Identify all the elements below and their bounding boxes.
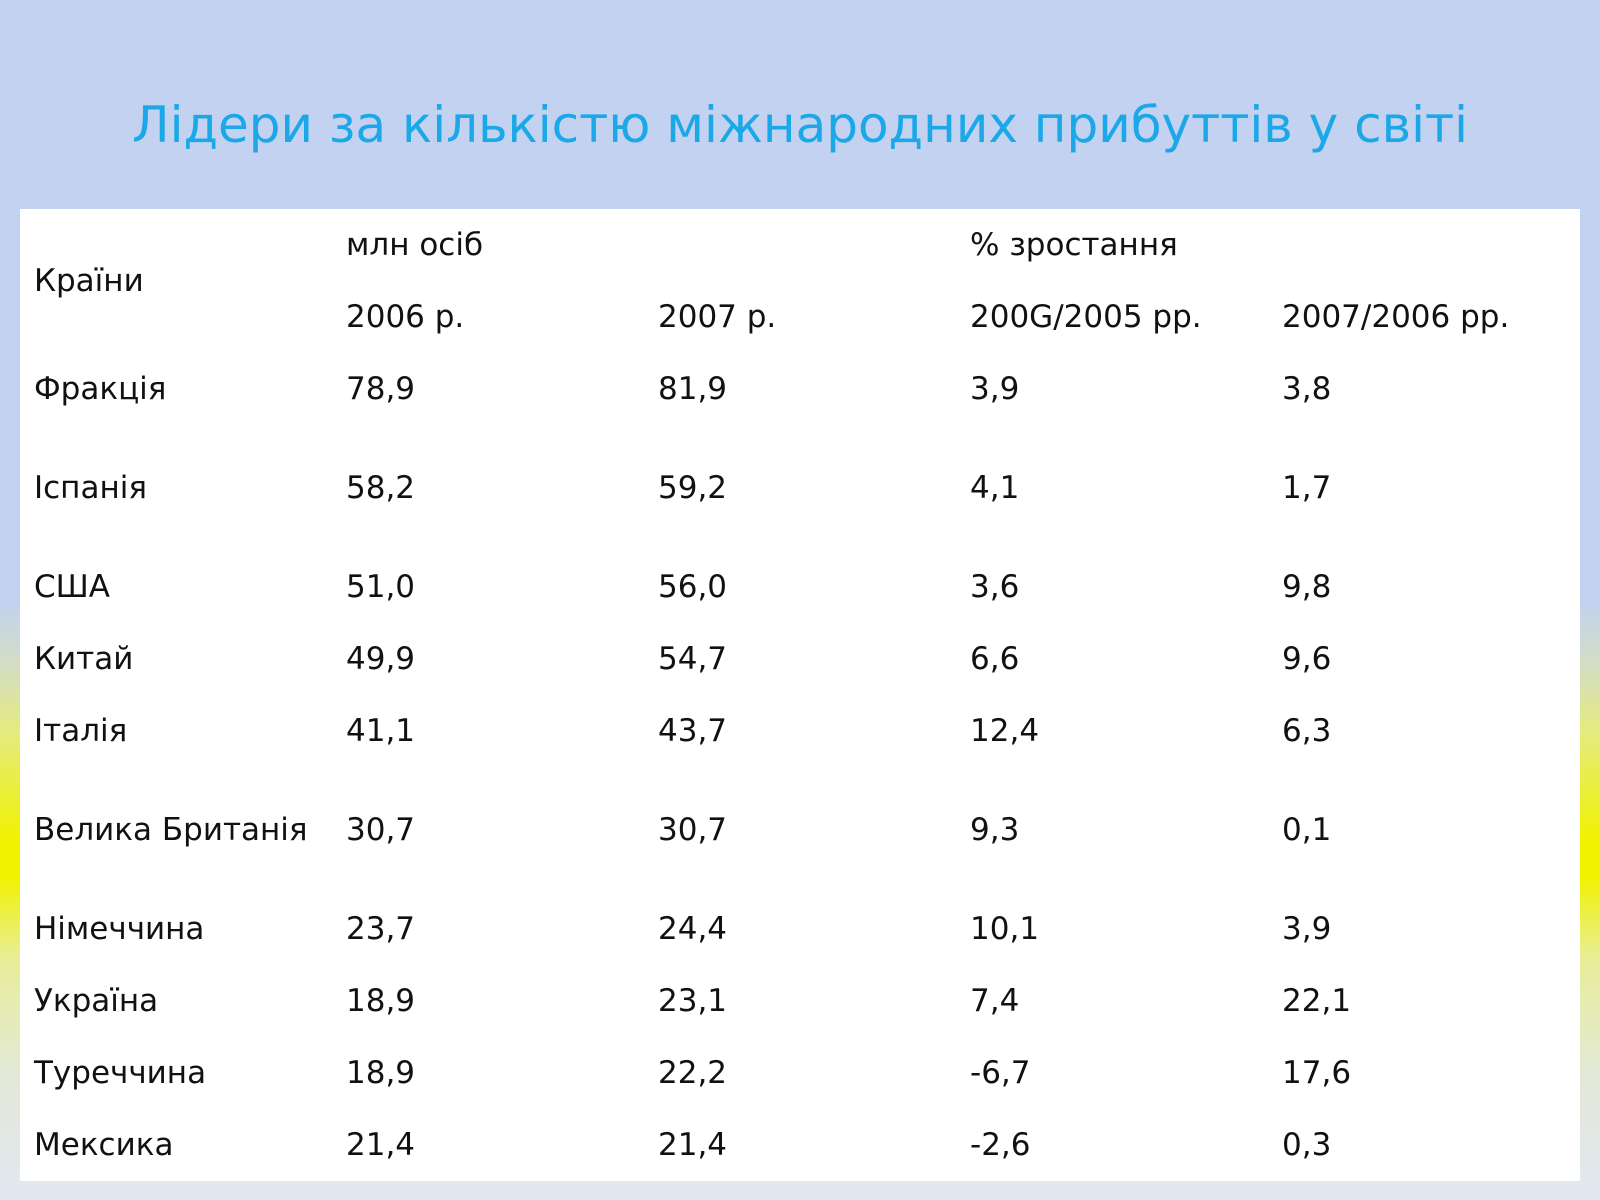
header-mln: млн осіб [346,227,484,263]
subheader-2007-2006: 2007/2006 рр. [1282,299,1510,335]
cell-country: Україна [34,983,159,1019]
cell-2007: 30,7 [658,812,728,848]
cell-country: Фракція [34,371,167,407]
cell-2006: 78,9 [346,371,416,407]
cell-2006: 21,4 [346,1127,416,1163]
cell-2006: 23,7 [346,911,416,947]
cell-growth-2007-2006: 9,8 [1282,569,1332,605]
cell-growth-2006-2005: 7,4 [970,983,1020,1019]
cell-growth-2006-2005: 6,6 [970,641,1020,677]
cell-2007: 56,0 [658,569,728,605]
cell-country: Італія [34,713,128,749]
subheader-2007: 2007 р. [658,299,777,335]
cell-country: Іспанія [34,470,147,506]
cell-2006: 18,9 [346,983,416,1019]
cell-country: Китай [34,641,134,677]
table-row: Туреччина 18,9 22,2 -6,7 17,6 [20,1037,1580,1109]
cell-2007: 43,7 [658,713,728,749]
slide-title: Лідери за кількістю міжнародних прибутті… [131,96,1469,154]
cell-2007: 59,2 [658,470,728,506]
cell-growth-2006-2005: 9,3 [970,812,1020,848]
cell-country: США [34,569,111,605]
cell-growth-2007-2006: 9,6 [1282,641,1332,677]
cell-growth-2007-2006: 0,1 [1282,812,1332,848]
table-row: США 51,0 56,0 3,6 9,8 [20,551,1580,623]
cell-growth-2006-2005: 12,4 [970,713,1040,749]
cell-growth-2007-2006: 22,1 [1282,983,1352,1019]
cell-growth-2006-2005: 3,6 [970,569,1020,605]
cell-growth-2006-2005: 4,1 [970,470,1020,506]
table-row: Німеччина 23,7 24,4 10,1 3,9 [20,893,1580,965]
header-growth: % зростання [970,227,1178,263]
table-row: Велика Британія 30,7 30,7 9,3 0,1 [20,767,1580,893]
cell-2007: 54,7 [658,641,728,677]
cell-growth-2007-2006: 6,3 [1282,713,1332,749]
cell-2007: 22,2 [658,1055,728,1091]
cell-2007: 81,9 [658,371,728,407]
cell-country: Німеччина [34,911,205,947]
cell-2007: 21,4 [658,1127,728,1163]
header-row-2: 2006 р. 2007 р. 200G/2005 рр. 2007/2006 … [20,281,1580,353]
header-row-1: Країни млн осіб % зростання [20,209,1580,299]
cell-growth-2007-2006: 0,3 [1282,1127,1332,1163]
cell-2006: 58,2 [346,470,416,506]
cell-country: Туреччина [34,1055,207,1091]
table-row: Україна 18,9 23,1 7,4 22,1 [20,965,1580,1037]
subheader-2006: 2006 р. [346,299,465,335]
cell-growth-2006-2005: 3,9 [970,371,1020,407]
table-row: Китай 49,9 54,7 6,6 9,6 [20,623,1580,695]
data-table: Країни млн осіб % зростання 2006 р. 2007… [20,209,1580,1181]
cell-growth-2007-2006: 1,7 [1282,470,1332,506]
cell-growth-2006-2005: 10,1 [970,911,1040,947]
header-countries: Країни [34,263,144,299]
subheader-2006-2005: 200G/2005 рр. [970,299,1202,335]
cell-2006: 49,9 [346,641,416,677]
cell-2006: 41,1 [346,713,416,749]
cell-country: Велика Британія [34,812,308,848]
table-row: Мексика 21,4 21,4 -2,6 0,3 [20,1109,1580,1181]
cell-growth-2006-2005: -6,7 [970,1055,1031,1091]
cell-2006: 51,0 [346,569,416,605]
cell-growth-2006-2005: -2,6 [970,1127,1031,1163]
cell-country: Мексика [34,1127,174,1163]
cell-growth-2007-2006: 3,8 [1282,371,1332,407]
table-row: Іспанія 58,2 59,2 4,1 1,7 [20,425,1580,551]
table-row: Італія 41,1 43,7 12,4 6,3 [20,695,1580,767]
cell-growth-2007-2006: 3,9 [1282,911,1332,947]
table-row: Фракція 78,9 81,9 3,9 3,8 [20,353,1580,425]
cell-2007: 24,4 [658,911,728,947]
cell-growth-2007-2006: 17,6 [1282,1055,1352,1091]
cell-2006: 30,7 [346,812,416,848]
cell-2007: 23,1 [658,983,728,1019]
table-card: Країни млн осіб % зростання 2006 р. 2007… [20,209,1580,1181]
cell-2006: 18,9 [346,1055,416,1091]
